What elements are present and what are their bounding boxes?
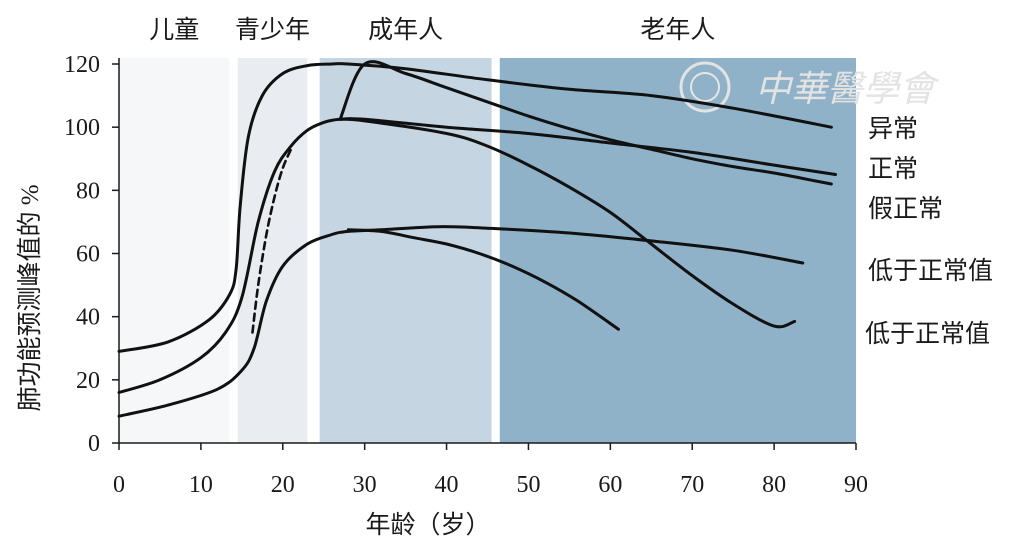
x-tick-label: 40 — [435, 472, 459, 498]
series-line-4 — [338, 117, 797, 329]
x-tick-label: 70 — [680, 472, 704, 498]
axes — [118, 58, 856, 444]
x-tick-label: 0 — [113, 472, 125, 498]
x-tick-label: 60 — [598, 472, 622, 498]
series-lines — [117, 60, 837, 418]
series-label: 正常 — [868, 155, 918, 183]
y-tick-label: 0 — [88, 431, 100, 457]
watermark-text: 中華醫學會 — [755, 69, 940, 110]
series-line-0 — [117, 62, 833, 353]
series-line-3 — [117, 225, 805, 418]
series-line-6 — [251, 148, 293, 334]
watermark-seal-icon — [679, 61, 731, 113]
x-axis-title: 年龄（岁） — [365, 511, 490, 539]
x-tick-label: 30 — [353, 472, 377, 498]
life-stage-bands — [119, 58, 856, 443]
stage-band — [119, 58, 230, 443]
y-tick-label: 120 — [64, 52, 100, 78]
series-label: 假正常 — [868, 195, 943, 223]
y-tick-label: 20 — [76, 368, 100, 394]
y-tick-label: 100 — [64, 115, 100, 141]
stage-label: 青少年 — [235, 16, 310, 44]
x-tick-label: 80 — [762, 472, 786, 498]
stage-labels: 儿童 青少年 成年人 老年人 — [149, 16, 715, 44]
y-ticks: 0 20 40 60 80 100 120 — [64, 52, 119, 457]
series-label: 低于正常值 — [868, 257, 993, 285]
stage-label: 老年人 — [640, 16, 715, 44]
x-ticks: 0 10 20 30 40 50 60 70 80 90 — [113, 443, 868, 498]
series-line-5 — [346, 228, 620, 331]
y-tick-label: 60 — [76, 242, 100, 268]
x-tick-label: 90 — [844, 472, 868, 498]
y-tick-label: 80 — [76, 178, 100, 204]
watermark: 中華醫學會 — [679, 61, 940, 113]
stage-label: 儿童 — [149, 16, 199, 44]
y-tick-label: 40 — [76, 305, 100, 331]
stage-band — [237, 58, 308, 443]
x-tick-label: 20 — [271, 472, 295, 498]
y-axis-title: 肺功能预测峰值的 % — [16, 184, 44, 411]
series-label: 低于正常值 — [865, 320, 990, 348]
stage-label: 成年人 — [368, 16, 443, 44]
stage-band — [499, 58, 856, 443]
x-tick-label: 50 — [516, 472, 540, 498]
x-tick-label: 10 — [189, 472, 213, 498]
series-line-2 — [338, 60, 833, 186]
series-label: 异常 — [868, 115, 918, 143]
watermark-seal-inner-icon — [690, 72, 720, 102]
